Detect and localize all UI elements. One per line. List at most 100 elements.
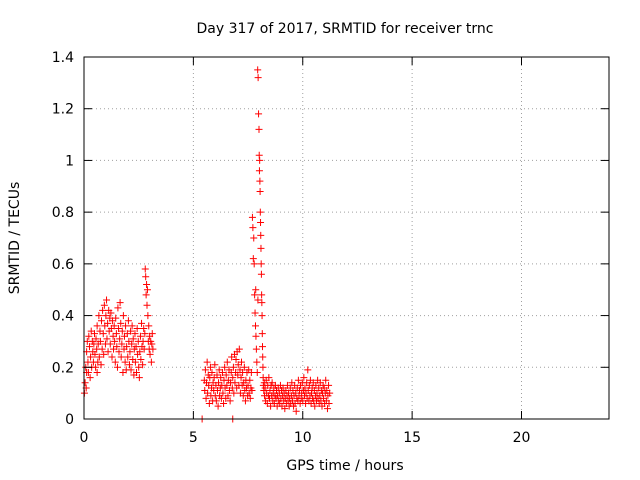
data-point (126, 361, 133, 369)
data-point (252, 332, 260, 340)
data-point (255, 125, 263, 133)
data-point (100, 350, 108, 358)
y-tick-label: 1.2 (52, 102, 74, 118)
y-tick-label: 1 (65, 153, 74, 169)
data-point (322, 376, 330, 384)
data-point (259, 343, 266, 351)
data-point (257, 244, 265, 252)
data-point (136, 332, 144, 340)
data-point (98, 317, 105, 325)
data-point (126, 348, 134, 356)
data-point (249, 255, 257, 263)
data-point (202, 394, 210, 402)
data-point (235, 345, 243, 353)
data-point (240, 363, 248, 371)
data-point (141, 265, 149, 273)
data-point (257, 270, 265, 278)
data-point (113, 363, 121, 371)
data-point (97, 361, 105, 369)
x-tick-label: 15 (403, 430, 421, 446)
data-point (149, 345, 157, 353)
data-point (136, 348, 144, 356)
data-point (92, 363, 100, 371)
data-point (241, 397, 249, 405)
data-point (147, 358, 155, 366)
data-point (143, 286, 151, 294)
data-point (223, 358, 231, 366)
data-point (144, 312, 152, 320)
data-point (257, 218, 265, 226)
data-point (252, 286, 260, 294)
data-point (85, 343, 93, 351)
y-axis-label: SRMTID / TECUs (7, 182, 23, 295)
data-point (246, 394, 254, 402)
data-point (133, 368, 140, 376)
data-point (222, 371, 230, 379)
grid (84, 57, 609, 419)
x-tick-label: 0 (80, 430, 89, 446)
data-point (208, 368, 216, 376)
data-point (252, 345, 260, 353)
data-point (116, 299, 124, 307)
data-point (231, 379, 239, 387)
data-point (325, 399, 333, 407)
data-point (99, 306, 107, 314)
data-point (114, 304, 122, 312)
data-point (248, 387, 256, 395)
data-point (123, 343, 131, 351)
data-point (212, 397, 220, 405)
data-point (213, 371, 221, 379)
data-point (281, 405, 289, 413)
chart-title: Day 317 of 2017, SRMTID for receiver trn… (197, 21, 494, 37)
data-point (103, 335, 111, 343)
data-point (256, 177, 264, 185)
axis-ticks: 0 0.2 0.4 0.6 0.8 1 1.2 1.4 0 5 10 15 20 (52, 50, 609, 446)
data-point (201, 366, 209, 374)
data-point (258, 330, 266, 338)
data-point (254, 74, 262, 82)
data-point (323, 405, 331, 413)
data-point (223, 381, 231, 389)
y-tick-label: 1.4 (52, 50, 74, 66)
data-point (127, 366, 135, 374)
data-point (124, 353, 132, 361)
y-tick-label: 0.6 (52, 257, 74, 273)
data-point (112, 330, 120, 338)
data-point (250, 234, 258, 242)
data-point (246, 376, 254, 384)
data-point (129, 335, 137, 343)
data-point (304, 366, 312, 374)
data-point (253, 368, 261, 376)
data-point (258, 312, 266, 320)
data-point (106, 340, 114, 348)
data-point (146, 350, 154, 358)
data-point (255, 110, 263, 118)
data-point (143, 301, 151, 309)
data-point (131, 358, 139, 366)
data-point (229, 374, 237, 382)
data-point (219, 389, 227, 397)
data-point (121, 358, 129, 366)
data-point (214, 402, 222, 410)
data-point (108, 353, 116, 361)
data-point (115, 348, 123, 356)
data-point (135, 374, 143, 382)
data-point (86, 374, 94, 382)
data-point (139, 361, 147, 369)
data-point (226, 397, 234, 405)
data-point (92, 335, 100, 343)
data-point (230, 389, 238, 397)
data-point (113, 343, 121, 351)
data-point (257, 231, 265, 239)
y-tick-label: 0.2 (52, 360, 74, 376)
data-point (256, 208, 264, 216)
data-point (124, 317, 132, 325)
data-point (221, 363, 229, 371)
data-point (252, 322, 259, 330)
data-point (118, 327, 126, 335)
data-point (98, 345, 106, 353)
data-point (128, 340, 136, 348)
data-point (100, 301, 108, 309)
data-points (80, 66, 334, 423)
data-point (119, 312, 127, 320)
